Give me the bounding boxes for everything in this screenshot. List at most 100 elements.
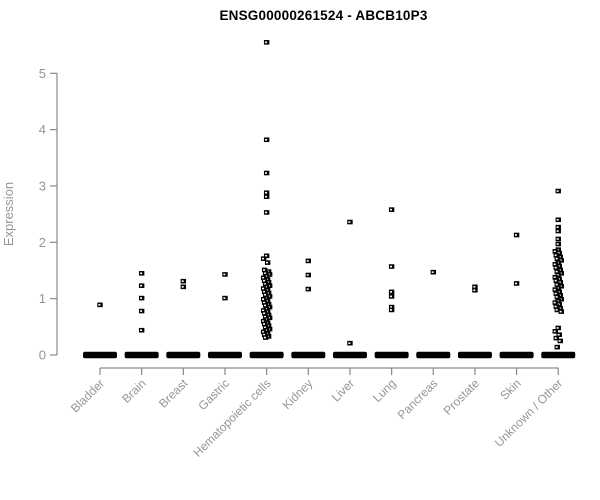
y-tick-label: 0 [39, 348, 46, 363]
data-point-hole [348, 342, 351, 344]
x-category-label: Liver [329, 376, 357, 404]
zero-expression-cluster [332, 351, 367, 359]
data-point-hole [390, 309, 393, 311]
zero-expression-cluster [166, 351, 201, 359]
data-point-hole [515, 282, 517, 285]
data-point-hole [140, 329, 143, 332]
data-point-hole [223, 273, 226, 276]
data-point-hole [556, 218, 559, 221]
data-point-hole [140, 310, 143, 312]
data-point-hole [554, 305, 557, 308]
data-point-hole [265, 138, 268, 141]
data-point-hole [553, 250, 556, 253]
data-point-hole [473, 289, 476, 292]
data-point-hole [553, 263, 556, 266]
data-point-hole [262, 309, 265, 312]
data-point-hole [262, 287, 265, 290]
data-point-hole [555, 346, 558, 348]
data-point-hole [390, 265, 393, 268]
data-point-hole [473, 286, 476, 288]
data-point-hole [306, 288, 309, 290]
data-point-hole [554, 279, 557, 282]
data-point-hole [265, 255, 268, 257]
data-point-hole [553, 276, 556, 279]
data-point-hole [263, 323, 266, 325]
data-point-hole [555, 283, 558, 286]
data-point-hole [557, 333, 560, 336]
data-point-hole [264, 272, 267, 275]
data-point-hole [140, 272, 143, 275]
data-point-hole [263, 279, 266, 282]
data-point-hole [554, 254, 557, 257]
data-point-hole [265, 191, 268, 194]
data-point-hole [553, 301, 556, 304]
zero-expression-cluster [207, 351, 242, 359]
data-point-hole [263, 291, 266, 293]
data-point-hole [262, 257, 265, 260]
x-category-label: Pancreas [395, 376, 441, 422]
data-point-hole [556, 327, 559, 329]
data-point-hole [554, 266, 557, 269]
data-point-hole [181, 286, 184, 288]
data-point-hole [515, 234, 517, 236]
data-point-hole [264, 326, 267, 329]
zero-expression-cluster [457, 351, 492, 359]
data-point-hole [264, 304, 267, 307]
data-point-hole [223, 297, 226, 299]
zero-expression-cluster [291, 351, 326, 359]
data-point-hole [556, 190, 559, 192]
data-point-hole [263, 312, 266, 315]
data-point-hole [558, 340, 561, 342]
data-point-hole [262, 331, 265, 333]
zero-expression-cluster [249, 351, 284, 359]
y-tick-label: 2 [39, 235, 46, 250]
zero-expression-cluster [499, 351, 534, 359]
zero-expression-cluster [416, 351, 451, 359]
data-point-hole [553, 288, 556, 291]
data-point-hole [265, 211, 268, 214]
data-point-hole [306, 260, 309, 262]
data-point-hole [556, 243, 559, 245]
data-point-hole [559, 310, 562, 313]
data-point-hole [553, 330, 556, 333]
data-point-hole [390, 208, 393, 211]
x-category-label: Prostate [441, 376, 483, 418]
data-point-hole [264, 293, 267, 296]
x-category-label: Kidney [280, 376, 316, 412]
y-tick-label: 1 [39, 291, 46, 306]
data-point-hole [555, 296, 558, 298]
data-point-hole [263, 269, 266, 271]
data-point-hole [555, 257, 558, 260]
y-tick-label: 3 [39, 178, 46, 193]
x-category-label: Gastric [195, 376, 232, 413]
data-point-hole [556, 238, 559, 240]
data-point-hole [140, 297, 143, 299]
data-point-hole [390, 291, 393, 293]
data-point-hole [265, 172, 268, 174]
data-point-hole [556, 230, 559, 232]
x-category-label: Brain [119, 376, 149, 406]
data-point-hole [98, 304, 101, 306]
x-category-label: Skin [497, 376, 523, 402]
x-category-label: Breast [156, 376, 191, 411]
data-point-hole [390, 295, 393, 298]
data-point-hole [390, 306, 393, 308]
data-point-hole [555, 270, 558, 273]
data-point-hole [554, 292, 557, 295]
data-point-hole [556, 226, 559, 228]
y-tick-label: 5 [39, 66, 46, 81]
data-point-hole [265, 41, 268, 44]
x-category-label: Bladder [68, 376, 107, 415]
data-point-hole [262, 277, 265, 279]
data-point-hole [306, 274, 309, 276]
zero-expression-cluster [83, 351, 117, 359]
data-point-hole [266, 261, 269, 264]
data-point-hole [348, 221, 351, 223]
y-tick-label: 4 [39, 122, 46, 137]
data-point-hole [140, 284, 143, 287]
data-point-hole [554, 337, 557, 339]
data-point-hole [262, 320, 265, 322]
data-point-hole [555, 309, 558, 311]
